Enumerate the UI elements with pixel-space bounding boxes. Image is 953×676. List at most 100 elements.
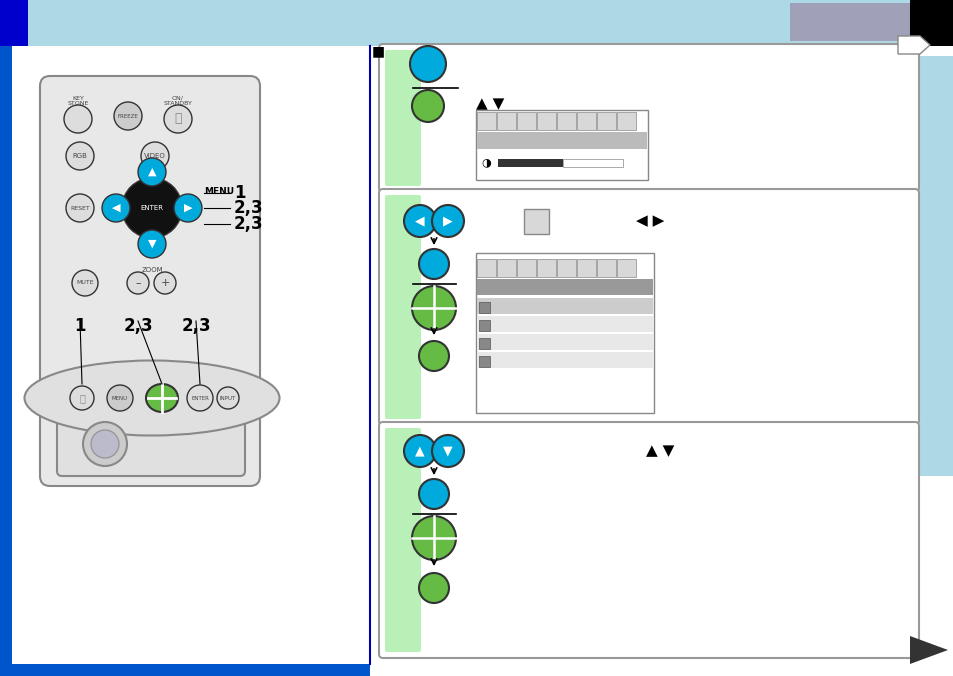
FancyBboxPatch shape <box>577 258 596 276</box>
Text: ENTER: ENTER <box>140 205 163 211</box>
Circle shape <box>418 479 449 509</box>
FancyBboxPatch shape <box>617 112 636 130</box>
Circle shape <box>216 387 239 409</box>
Text: ▲: ▲ <box>148 167 156 177</box>
FancyBboxPatch shape <box>562 159 622 167</box>
Circle shape <box>187 385 213 411</box>
Text: RESET: RESET <box>71 206 90 210</box>
Text: ▶: ▶ <box>184 203 193 213</box>
Text: ▲: ▲ <box>415 445 424 458</box>
Circle shape <box>418 249 449 279</box>
Text: MENU: MENU <box>112 395 128 400</box>
Circle shape <box>83 422 127 466</box>
FancyBboxPatch shape <box>476 253 654 413</box>
FancyBboxPatch shape <box>476 334 652 350</box>
FancyBboxPatch shape <box>617 258 636 276</box>
Circle shape <box>418 573 449 603</box>
Circle shape <box>173 194 202 222</box>
FancyBboxPatch shape <box>0 664 370 676</box>
FancyBboxPatch shape <box>479 337 490 349</box>
Circle shape <box>418 341 449 371</box>
Text: ▲ ▼: ▲ ▼ <box>645 443 674 458</box>
Circle shape <box>403 435 436 467</box>
Text: ◀ ▶: ◀ ▶ <box>635 214 663 228</box>
Circle shape <box>113 102 142 130</box>
FancyBboxPatch shape <box>476 110 647 180</box>
FancyBboxPatch shape <box>477 112 496 130</box>
Text: ⏻: ⏻ <box>174 112 182 126</box>
Text: ▼: ▼ <box>148 239 156 249</box>
FancyBboxPatch shape <box>597 112 616 130</box>
Circle shape <box>164 105 192 133</box>
FancyBboxPatch shape <box>476 316 652 332</box>
FancyBboxPatch shape <box>479 301 490 312</box>
Text: 1: 1 <box>74 317 86 335</box>
FancyBboxPatch shape <box>497 258 516 276</box>
FancyBboxPatch shape <box>479 356 490 366</box>
FancyBboxPatch shape <box>479 320 490 331</box>
Circle shape <box>102 194 130 222</box>
FancyBboxPatch shape <box>789 3 909 41</box>
FancyBboxPatch shape <box>40 76 260 486</box>
Text: ▶: ▶ <box>443 214 453 228</box>
Ellipse shape <box>146 384 178 412</box>
Circle shape <box>153 272 175 294</box>
Text: ◑: ◑ <box>480 157 490 167</box>
FancyBboxPatch shape <box>557 112 576 130</box>
Text: ZOOM: ZOOM <box>141 267 163 273</box>
Circle shape <box>71 270 98 296</box>
Text: MUTE: MUTE <box>76 281 93 285</box>
Polygon shape <box>909 636 947 664</box>
FancyBboxPatch shape <box>385 195 420 419</box>
FancyBboxPatch shape <box>0 0 28 46</box>
Circle shape <box>122 178 182 238</box>
FancyBboxPatch shape <box>476 352 652 368</box>
Polygon shape <box>897 36 929 54</box>
FancyBboxPatch shape <box>537 258 556 276</box>
Text: +: + <box>160 278 170 288</box>
Circle shape <box>107 385 132 411</box>
FancyBboxPatch shape <box>597 258 616 276</box>
Circle shape <box>91 430 119 458</box>
FancyBboxPatch shape <box>909 0 953 46</box>
FancyBboxPatch shape <box>378 189 918 425</box>
FancyBboxPatch shape <box>497 159 562 167</box>
FancyBboxPatch shape <box>557 258 576 276</box>
Text: VIDEO: VIDEO <box>144 153 166 159</box>
Text: FREEZE: FREEZE <box>117 114 138 118</box>
Circle shape <box>412 90 443 122</box>
FancyBboxPatch shape <box>524 208 549 233</box>
Circle shape <box>66 194 94 222</box>
Text: –: – <box>135 278 141 288</box>
Text: 2,3: 2,3 <box>233 199 263 217</box>
Text: 2,3: 2,3 <box>233 215 263 233</box>
Circle shape <box>403 205 436 237</box>
Circle shape <box>70 386 94 410</box>
Circle shape <box>432 205 463 237</box>
FancyBboxPatch shape <box>0 46 12 676</box>
Text: KEY
STONE: KEY STONE <box>68 95 89 106</box>
FancyBboxPatch shape <box>378 422 918 658</box>
FancyBboxPatch shape <box>57 408 245 476</box>
Circle shape <box>410 46 446 82</box>
FancyBboxPatch shape <box>476 298 652 314</box>
FancyBboxPatch shape <box>537 112 556 130</box>
FancyBboxPatch shape <box>577 112 596 130</box>
Circle shape <box>64 105 91 133</box>
Text: RGB: RGB <box>72 153 88 159</box>
FancyBboxPatch shape <box>476 279 652 295</box>
FancyBboxPatch shape <box>497 112 516 130</box>
Circle shape <box>138 230 166 258</box>
Text: 2,3: 2,3 <box>123 317 152 335</box>
Text: ENTER: ENTER <box>191 395 209 400</box>
Text: ⏻: ⏻ <box>79 393 85 403</box>
Circle shape <box>432 435 463 467</box>
Text: INPUT: INPUT <box>219 395 236 400</box>
FancyBboxPatch shape <box>0 0 953 46</box>
FancyBboxPatch shape <box>476 132 646 149</box>
Text: 2,3: 2,3 <box>181 317 211 335</box>
FancyBboxPatch shape <box>385 428 420 652</box>
Text: MENU: MENU <box>204 187 233 197</box>
Circle shape <box>138 158 166 186</box>
Text: ▲ ▼: ▲ ▼ <box>476 97 503 112</box>
